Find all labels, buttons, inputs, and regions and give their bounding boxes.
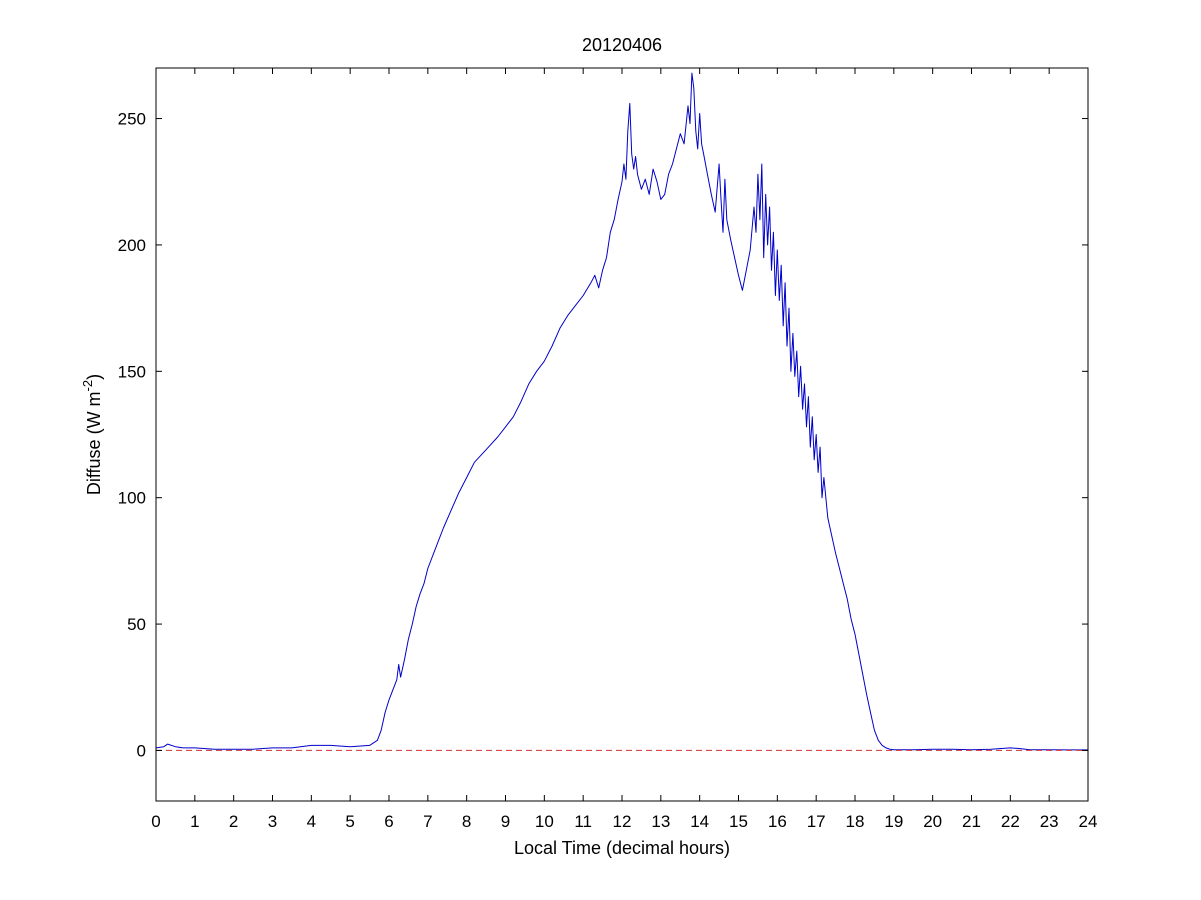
- y-tick-label-0: 0: [137, 741, 146, 760]
- y-axis-label-superscript: -2: [80, 380, 95, 392]
- x-tick-label-18: 18: [846, 812, 865, 831]
- y-tick-label-150: 150: [118, 362, 146, 381]
- y-axis-label-close: ): [84, 374, 104, 380]
- series-line-0: [155, 72, 1088, 751]
- x-tick-label-0: 0: [151, 812, 160, 831]
- x-tick-label-6: 6: [384, 812, 393, 831]
- y-axis-label-text: Diffuse (W m: [84, 391, 104, 495]
- x-tick-label-17: 17: [807, 812, 826, 831]
- y-axis: 0 50 100 150 200 250: [118, 110, 1088, 760]
- y-tick-label-250: 250: [118, 110, 146, 129]
- y-axis-label: Diffuse (W m-2): [80, 374, 104, 495]
- x-tick-label-21: 21: [962, 812, 981, 831]
- x-tick-label-12: 12: [613, 812, 632, 831]
- x-tick-label-23: 23: [1040, 812, 1059, 831]
- x-tick-label-4: 4: [307, 812, 316, 831]
- x-tick-label-22: 22: [1001, 812, 1020, 831]
- x-tick-label-11: 11: [574, 812, 592, 831]
- x-tick-label-20: 20: [923, 812, 942, 831]
- x-tick-label-15: 15: [729, 812, 748, 831]
- x-tick-label-24: 24: [1079, 812, 1098, 831]
- x-tick-label-9: 9: [501, 812, 510, 831]
- chart-title: 20120406: [582, 35, 662, 55]
- x-tick-label-10: 10: [535, 812, 554, 831]
- x-tick-label-7: 7: [423, 812, 432, 831]
- x-tick-label-13: 13: [651, 812, 670, 831]
- y-tick-label-200: 200: [118, 236, 146, 255]
- x-tick-label-16: 16: [768, 812, 787, 831]
- y-tick-label-50: 50: [127, 615, 146, 634]
- x-tick-label-14: 14: [690, 812, 709, 831]
- series-layer: [155, 72, 1088, 751]
- x-tick-label-2: 2: [229, 812, 238, 831]
- x-tick-label-1: 1: [190, 812, 199, 831]
- x-tick-label-5: 5: [345, 812, 354, 831]
- x-tick-label-3: 3: [268, 812, 277, 831]
- x-tick-label-8: 8: [462, 812, 471, 831]
- y-tick-label-100: 100: [118, 489, 146, 508]
- x-axis: 0 1 2 3 4 5 6 7 8 9 10 11 12 13 14 15 16 17 18 19 20 21 22 23 24: [151, 68, 1097, 831]
- x-tick-label-19: 19: [884, 812, 903, 831]
- x-axis-label: Local Time (decimal hours): [514, 838, 730, 858]
